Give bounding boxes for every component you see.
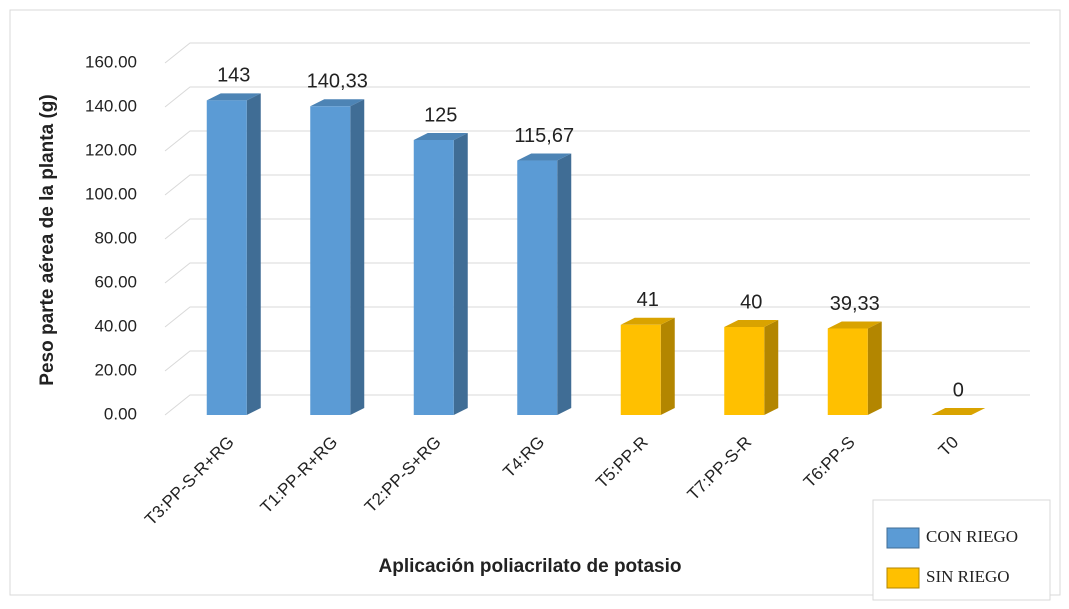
bar-side bbox=[453, 133, 468, 415]
bar-top bbox=[517, 153, 572, 161]
y-tick-label: 140.00 bbox=[85, 96, 137, 115]
x-axis-title: Aplicación poliacrilato de potasio bbox=[379, 556, 682, 577]
bar-top bbox=[310, 99, 365, 107]
bar-top bbox=[931, 408, 986, 415]
y-tick-label: 60.00 bbox=[94, 272, 137, 291]
grid-line bbox=[164, 86, 1030, 108]
bar-side bbox=[867, 321, 882, 415]
grid-line bbox=[164, 306, 1030, 328]
bar-side bbox=[557, 153, 572, 415]
legend-label: SIN RIEGO bbox=[926, 567, 1010, 586]
grid-line bbox=[164, 42, 1030, 64]
data-label: 125 bbox=[424, 104, 457, 126]
bar bbox=[724, 327, 765, 415]
y-tick-label: 80.00 bbox=[94, 228, 137, 247]
bar-side bbox=[660, 317, 675, 415]
data-label: 0 bbox=[953, 379, 964, 401]
grid-line bbox=[164, 130, 1030, 152]
bar-top bbox=[206, 93, 261, 101]
legend: CON RIEGO SIN RIEGO bbox=[872, 499, 1051, 601]
data-label: 140,33 bbox=[307, 71, 368, 93]
bar-top bbox=[724, 320, 779, 327]
bar-top bbox=[827, 321, 882, 329]
legend-swatch bbox=[886, 527, 920, 549]
y-tick-label: 100.00 bbox=[85, 184, 137, 203]
legend-label: CON RIEGO bbox=[926, 527, 1018, 546]
bar-side bbox=[350, 99, 365, 416]
legend-swatch bbox=[886, 567, 920, 589]
bar-top bbox=[620, 317, 675, 325]
bar-side bbox=[246, 93, 261, 416]
grid-line bbox=[164, 174, 1030, 196]
y-tick-label: 20.00 bbox=[94, 360, 137, 379]
bar-top bbox=[413, 133, 468, 140]
bar bbox=[517, 160, 558, 415]
bar bbox=[413, 140, 454, 415]
data-label: 115,67 bbox=[514, 125, 574, 147]
grid-line bbox=[164, 218, 1030, 240]
grid-line bbox=[164, 262, 1030, 284]
bar bbox=[827, 328, 868, 415]
bar bbox=[310, 106, 351, 416]
bar bbox=[620, 324, 661, 415]
data-label: 39,33 bbox=[830, 293, 880, 315]
data-label: 41 bbox=[637, 289, 659, 311]
y-axis-title: Peso parte aérea de la planta (g) bbox=[37, 94, 58, 385]
y-tick-label: 120.00 bbox=[85, 140, 137, 159]
data-label: 143 bbox=[217, 65, 250, 87]
y-tick-label: 160.00 bbox=[85, 52, 137, 71]
bar bbox=[206, 100, 247, 416]
y-tick-label: 0.00 bbox=[104, 404, 137, 423]
bar-side bbox=[764, 320, 779, 415]
y-tick-label: 40.00 bbox=[94, 316, 137, 335]
data-label: 40 bbox=[740, 291, 762, 313]
